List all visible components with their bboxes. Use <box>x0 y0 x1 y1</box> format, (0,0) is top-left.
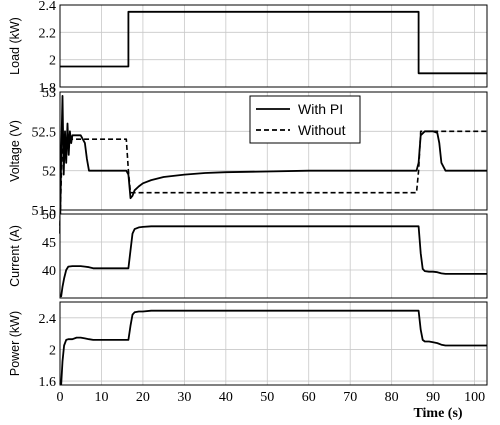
plot-frame <box>59 301 488 386</box>
y-tick-label: 50 <box>42 208 56 223</box>
legend-label: Without <box>298 122 346 138</box>
y-tick-label: 2.4 <box>39 312 57 327</box>
x-tick-label: 80 <box>385 390 399 405</box>
legend-box <box>249 95 361 144</box>
y-tick-label: 2 <box>49 54 56 69</box>
y-tick-label: 51.5 <box>32 204 57 219</box>
x-tick-label: 50 <box>260 390 274 405</box>
x-tick-label: 90 <box>426 390 440 405</box>
plot-area <box>60 302 487 385</box>
x-tick-label: 30 <box>177 390 191 405</box>
legend-label: With PI <box>298 101 343 117</box>
x-tick-label: 20 <box>136 390 150 405</box>
y-tick-label: 52 <box>42 165 56 180</box>
series-line-without <box>59 130 487 226</box>
series-line-1 <box>60 10 487 75</box>
x-tick-label: 0 <box>57 390 64 405</box>
series-line-1 <box>59 309 487 386</box>
x-tick-label: 40 <box>219 390 233 405</box>
legend: With PI Without <box>249 95 361 144</box>
y-axis-label: Power (kW) <box>8 311 22 376</box>
plot-frame <box>59 213 488 299</box>
y-tick-label: 2 <box>49 343 56 358</box>
plot-frame <box>59 4 488 88</box>
panel-3: 40 45 50 Current (A) <box>8 208 488 299</box>
y-tick-label: 1.6 <box>39 375 57 390</box>
x-axis-label: Time (s) <box>413 406 462 421</box>
y-axis-label: Voltage (V) <box>8 120 22 182</box>
x-tick-label: 10 <box>94 390 108 405</box>
panel-2: 51.5 52 52.5 53 Voltage (V) With PI Without <box>8 86 488 234</box>
panel-4: 1.6 2 2.4 Power (kW) <box>8 301 488 390</box>
y-axis-label: Load (kW) <box>8 17 22 75</box>
plot-area <box>60 5 487 87</box>
x-tick-label: 70 <box>343 390 357 405</box>
plot-area <box>60 214 487 298</box>
y-tick-label: 53 <box>42 86 56 101</box>
y-tick-label: 52.5 <box>32 125 57 140</box>
y-tick-label: 2.4 <box>39 0 57 14</box>
y-tick-label: 2.2 <box>39 26 57 41</box>
plot-frame <box>59 91 488 211</box>
y-tick-label: 1.8 <box>39 81 57 96</box>
y-axis-label: Current (A) <box>8 225 22 287</box>
y-tick-label: 45 <box>42 236 56 251</box>
series-line-1 <box>59 225 487 298</box>
x-tick-label: 100 <box>464 390 485 405</box>
x-tick-label: 60 <box>302 390 316 405</box>
y-tick-label: 40 <box>42 264 56 279</box>
panel-1: 1.8 2 2.2 2.4 Load (kW) <box>8 0 488 96</box>
